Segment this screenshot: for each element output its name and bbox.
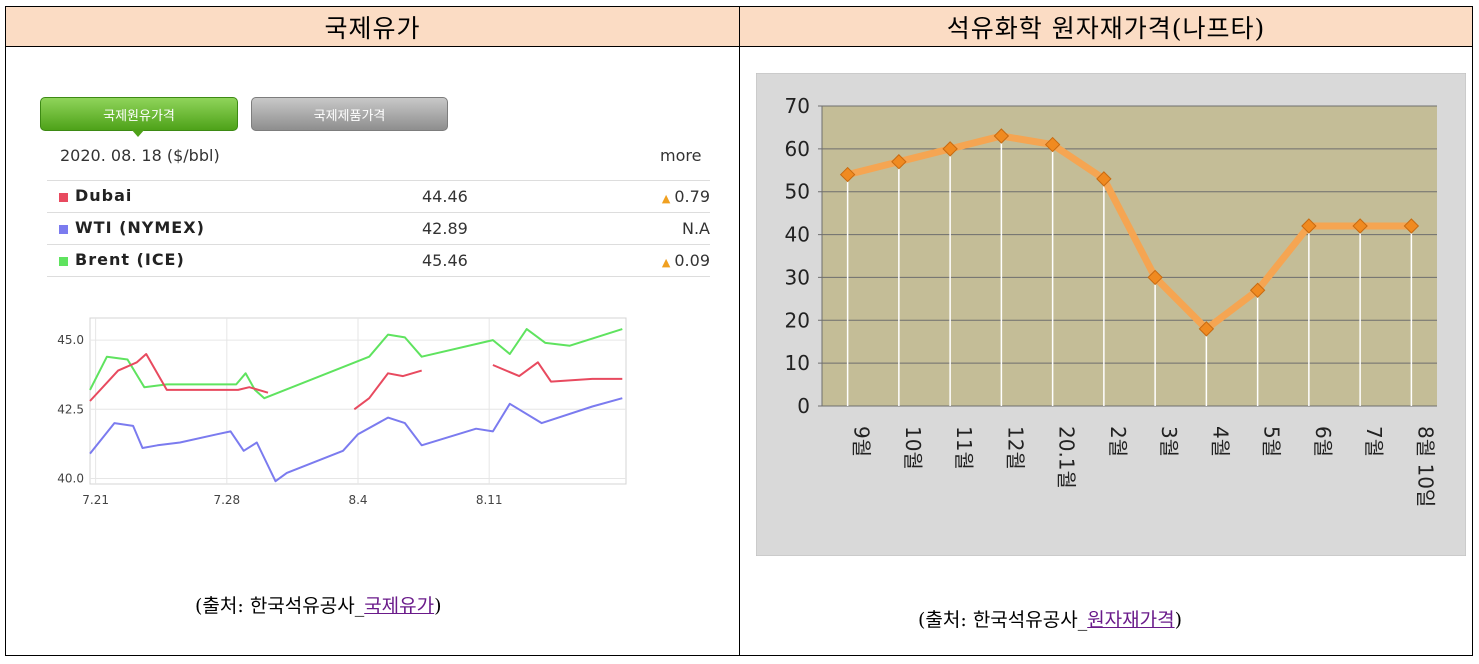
brent-legend-swatch: [59, 257, 68, 266]
data-point-marker: [942, 141, 958, 157]
price-change: ▲ 0.09: [662, 251, 710, 270]
series-line: [89, 397, 623, 483]
price-name: Brent (ICE): [75, 250, 185, 269]
source-prefix: (출처: 한국석유공사_: [195, 595, 365, 617]
price-row-dubai: Dubai 44.46 ▲ 0.79: [47, 181, 710, 212]
price-change-value: 0.09: [674, 251, 710, 270]
data-point-marker: [1044, 136, 1061, 153]
data-point-marker: [839, 166, 856, 183]
oil-price-chart: 45.0 42.5 40.0 7.21 7.28 8.4 8.11: [57, 317, 627, 507]
source-note-right: (출처: 한국석유공사_원자재가격): [918, 605, 1182, 632]
data-point-marker: [1301, 218, 1317, 234]
data-point-marker: [1352, 218, 1368, 234]
series-line: [844, 132, 1415, 333]
x-tick-label: 4월: [1208, 426, 1232, 457]
y-tick-label: 30: [785, 265, 810, 289]
x-tick-label: 5월: [1260, 426, 1284, 457]
x-tick-label: 8.11: [476, 493, 503, 507]
row-divider: [47, 276, 710, 277]
x-tick-label: 10월: [901, 426, 925, 470]
more-link[interactable]: more: [660, 146, 702, 165]
tab-crude-oil-prices[interactable]: 국제원유가격: [40, 97, 238, 131]
price-change: N.A: [682, 219, 710, 238]
data-point-marker: [1096, 171, 1112, 187]
price-value: 44.46: [422, 187, 468, 206]
y-tick-label: 40: [785, 223, 810, 247]
source-suffix: ): [1174, 609, 1183, 631]
series-line: [353, 369, 422, 411]
price-row-wti: WTI (NYMEX) 42.89 N.A: [47, 213, 710, 244]
x-tick-label: 12월: [1003, 426, 1027, 470]
y-tick-label: 20: [785, 308, 810, 332]
data-point-marker: [1249, 282, 1266, 298]
x-tick-label: 8.4: [348, 493, 367, 507]
column-divider: [739, 6, 740, 656]
row-divider: [47, 180, 710, 181]
y-tick-label: 40.0: [57, 471, 84, 485]
source-suffix: ): [434, 595, 442, 617]
y-tick-label: 10: [785, 351, 810, 375]
header-naphtha-prices: 석유화학 원자재가격(나프타): [740, 7, 1472, 46]
data-point-marker: [1147, 269, 1163, 286]
y-tick-label: 50: [785, 180, 810, 204]
header-divider: [5, 46, 1473, 47]
price-value: 42.89: [422, 219, 468, 238]
x-tick-label: 9월: [850, 426, 874, 457]
active-tab-pointer: [131, 129, 145, 137]
source-prefix: (출처: 한국석유공사_: [918, 609, 1088, 631]
header-oil-prices: 국제유가: [6, 7, 739, 46]
series-line: [89, 328, 623, 400]
data-point-marker: [891, 154, 907, 170]
x-tick-label: 20.1월: [1055, 426, 1079, 489]
series-line: [492, 361, 623, 383]
price-name: Dubai: [75, 186, 133, 205]
price-value: 45.46: [422, 251, 468, 270]
x-tick-label: 7월: [1362, 426, 1386, 457]
y-tick-label: 45.0: [57, 333, 84, 347]
row-divider: [47, 212, 710, 213]
data-point-marker: [1403, 218, 1420, 234]
x-tick-label: 6월: [1311, 426, 1335, 457]
price-change-value: 0.79: [674, 187, 710, 206]
x-tick-label: 11월: [952, 426, 976, 470]
y-tick-label: 60: [785, 137, 810, 161]
tab-product-prices[interactable]: 국제제품가격: [251, 97, 448, 131]
naphtha-price-chart: 0 10 20 30 40 50 60 70 9월 10월 11월 12월 20.1월 2월 3월 4월 5월 6…: [756, 73, 1466, 556]
price-name: WTI (NYMEX): [75, 218, 205, 237]
price-change: ▲ 0.79: [662, 187, 710, 206]
up-arrow-icon: ▲: [661, 192, 671, 205]
y-tick-label: 0: [797, 394, 810, 418]
x-tick-label: 3월: [1157, 426, 1181, 457]
wti-legend-swatch: [59, 225, 68, 234]
row-divider: [47, 244, 710, 245]
price-date: 2020. 08. 18 ($/bbl): [60, 146, 220, 165]
y-tick-label: 42.5: [57, 402, 84, 416]
dubai-legend-swatch: [59, 193, 68, 202]
x-tick-label: 2월: [1106, 426, 1130, 457]
x-tick-label: 8월 10일: [1413, 426, 1437, 507]
series-line: [89, 353, 269, 402]
data-point-marker: [1198, 321, 1215, 337]
source-link-oil-prices[interactable]: 국제유가: [364, 595, 435, 617]
source-link-raw-material-prices[interactable]: 원자재가격: [1087, 609, 1175, 631]
y-tick-label: 70: [785, 94, 810, 118]
x-tick-label: 7.28: [213, 493, 240, 507]
plot-area: [822, 106, 1437, 406]
up-arrow-icon: ▲: [661, 256, 671, 269]
data-point-marker: [993, 128, 1010, 144]
price-row-brent: Brent (ICE) 45.46 ▲ 0.09: [47, 245, 710, 276]
source-note-left: (출처: 한국석유공사_국제유가): [195, 591, 442, 618]
x-tick-label: 7.21: [82, 493, 109, 507]
